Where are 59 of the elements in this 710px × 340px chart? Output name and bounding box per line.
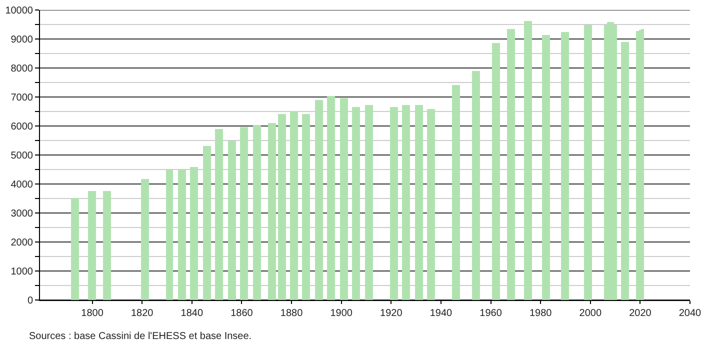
bar — [268, 123, 276, 300]
y-tick-label: 6000 — [10, 122, 34, 132]
bar — [352, 107, 360, 300]
bar — [492, 43, 500, 300]
bar — [452, 85, 460, 300]
y-tick-label: 10000 — [5, 6, 34, 16]
y-tick-label: 9000 — [10, 34, 34, 46]
bar — [584, 25, 592, 300]
bar — [561, 32, 569, 300]
x-tick-label: 2020 — [629, 308, 652, 319]
bar — [542, 35, 550, 300]
bar — [390, 107, 398, 300]
y-tick-label: 7000 — [10, 92, 34, 104]
bar — [327, 96, 335, 300]
bar — [621, 42, 629, 300]
x-tick-label: 1800 — [81, 308, 104, 319]
y-tick-label: 1000 — [10, 266, 34, 278]
bar — [240, 127, 248, 300]
bar — [178, 170, 186, 300]
bar — [302, 114, 310, 300]
bar — [166, 170, 173, 300]
x-tick-label: 1860 — [230, 308, 254, 319]
bar — [524, 21, 532, 300]
bar — [315, 100, 323, 300]
bar — [228, 141, 236, 300]
source-note: Sources : base Cassini de l'EHESS et base Insee. — [29, 331, 252, 340]
x-tick-label: 1820 — [130, 308, 154, 319]
x-tick-label: 1960 — [480, 308, 502, 319]
bar — [203, 146, 211, 300]
bar — [71, 198, 79, 300]
bar — [278, 114, 286, 300]
x-tick-label: 1840 — [180, 308, 204, 319]
bar — [415, 105, 423, 300]
y-tick-label: 8000 — [10, 64, 34, 74]
y-tick-label: 5000 — [10, 150, 34, 162]
bar — [402, 105, 410, 300]
x-tick-label: 1980 — [529, 308, 552, 319]
x-tick-label: 1940 — [430, 308, 453, 319]
x-tick-label: 1880 — [280, 308, 304, 319]
bar — [103, 191, 111, 300]
bar — [472, 71, 480, 300]
x-tick-label: 2000 — [579, 308, 602, 319]
y-tick-label: 4000 — [10, 180, 34, 190]
bar — [365, 105, 373, 300]
x-tick-label: 1900 — [330, 308, 353, 319]
y-tick-label: 2000 — [10, 238, 34, 248]
bar — [253, 125, 261, 300]
bar — [507, 29, 515, 300]
bar — [88, 191, 96, 300]
bar — [190, 167, 198, 300]
bar — [427, 109, 435, 300]
x-tick-label: 1920 — [380, 308, 403, 319]
bar — [141, 179, 149, 300]
y-tick-label: 3000 — [10, 208, 34, 220]
bar — [290, 111, 298, 300]
x-tick-label: 2040 — [678, 308, 702, 319]
bar — [340, 98, 348, 300]
bar — [215, 129, 223, 300]
y-tick-label: 0 — [27, 296, 34, 306]
